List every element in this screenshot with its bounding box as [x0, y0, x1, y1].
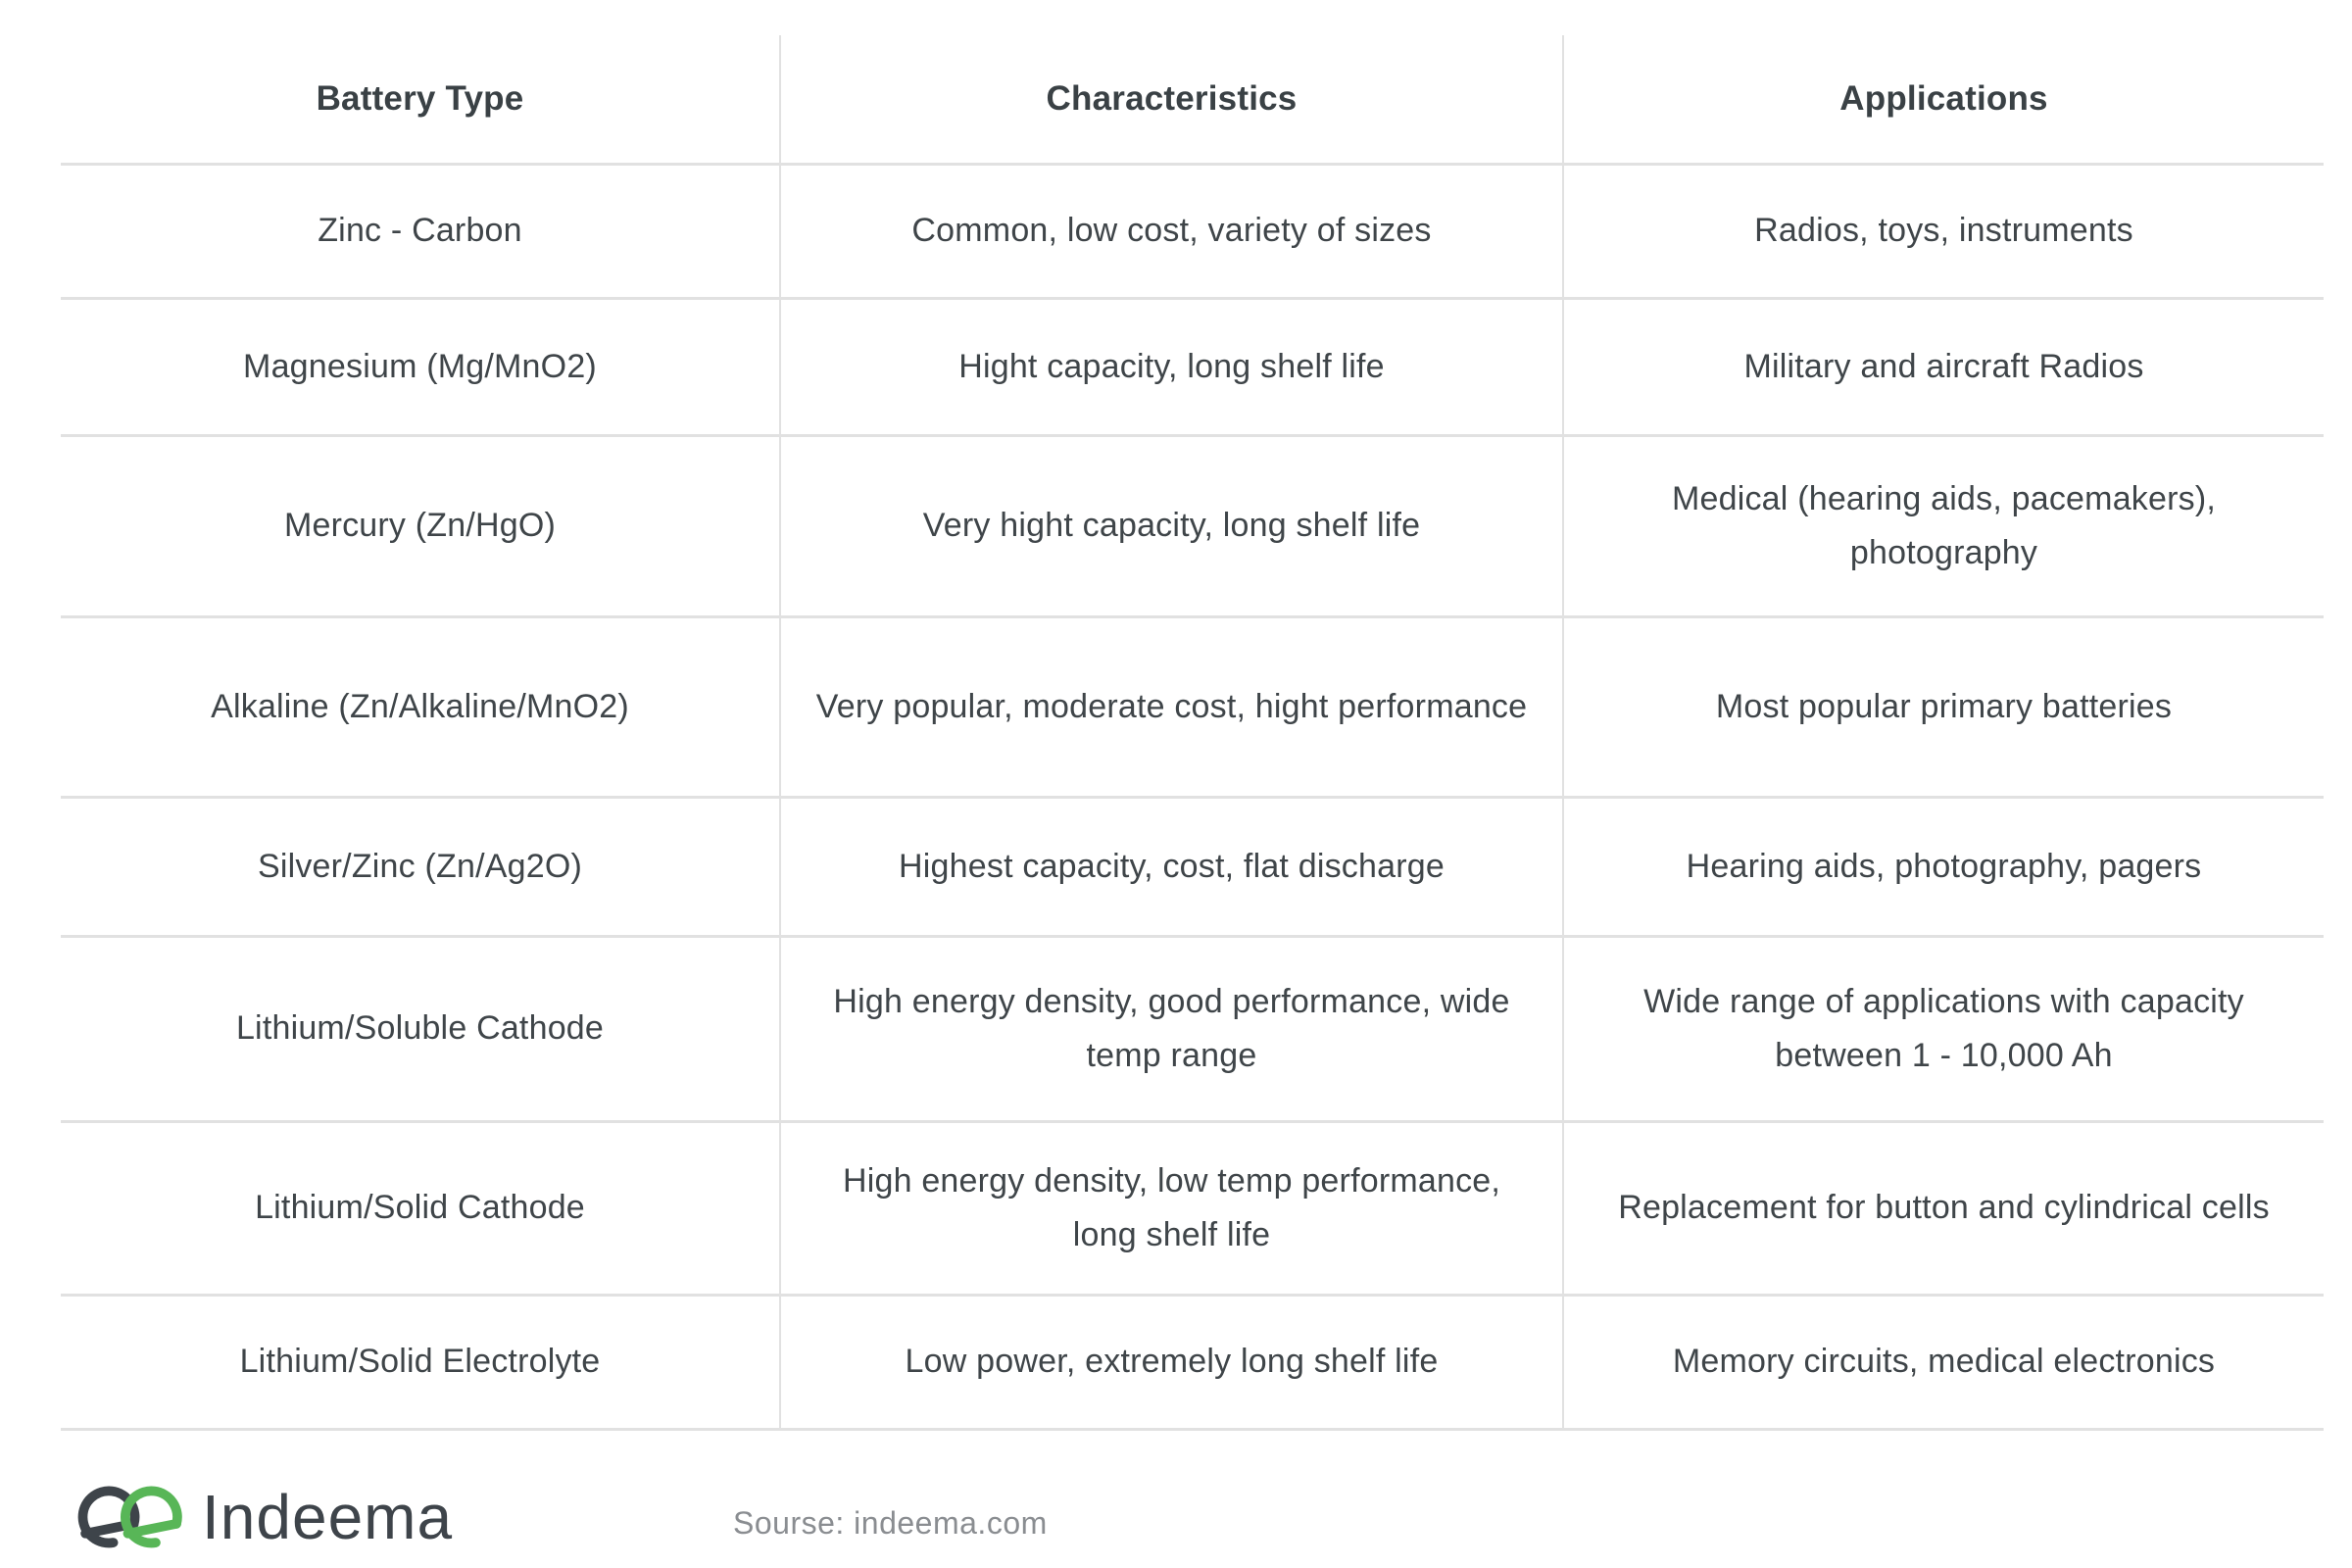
cell-applications: Memory circuits, medical electronics [1562, 1297, 2324, 1428]
source-attribution: Sourse: indeema.com [733, 1505, 1048, 1541]
cell-battery-type: Silver/Zinc (Zn/Ag2O) [257, 847, 583, 885]
table-row: Silver/Zinc (Zn/Ag2O) Highest capacity, … [61, 799, 2324, 938]
cell-characteristics: Common, low cost, variety of sizes [779, 166, 1562, 297]
cell-applications: Hearing aids, photography, pagers [1562, 799, 2324, 935]
cell-applications: Radios, toys, instruments [1562, 166, 2324, 297]
table-row: Mercury (Zn/HgO) Very hight capacity, lo… [61, 437, 2324, 618]
cell-applications: Replacement for button and cylindrical c… [1562, 1123, 2324, 1294]
cell-characteristics: Very popular, moderate cost, hight perfo… [779, 618, 1562, 796]
cell-battery-type: Lithium/Solid Electrolyte [239, 1343, 601, 1381]
column-header-characteristics: Characteristics [779, 35, 1562, 163]
cell-applications: Medical (hearing aids, pacemakers), phot… [1562, 437, 2324, 615]
table-body: Zinc - Carbon Common, low cost, variety … [61, 166, 2324, 1431]
brand-wordmark: Indeema [202, 1482, 454, 1552]
cell-characteristics: Highest capacity, cost, flat discharge [779, 799, 1562, 935]
cell-battery-type: Lithium/Soluble Cathode [235, 1009, 605, 1048]
cell-battery-type: Zinc - Carbon [318, 212, 522, 250]
table-row: Lithium/Solid Cathode High energy densit… [61, 1123, 2324, 1297]
cell-characteristics: High energy density, good performance, w… [779, 938, 1562, 1120]
cell-characteristics: Hight capacity, long shelf life [779, 300, 1562, 434]
table-row: Lithium/Solid Electrolyte Low power, ext… [61, 1297, 2324, 1431]
indeema-double-e-logo-icon [77, 1486, 182, 1548]
table-row: Magnesium (Mg/MnO2) Hight capacity, long… [61, 300, 2324, 437]
column-header-applications: Applications [1562, 35, 2324, 163]
table-row: Lithium/Soluble Cathode High energy dens… [61, 938, 2324, 1123]
cell-battery-type: Mercury (Zn/HgO) [283, 507, 557, 545]
cell-characteristics: Very hight capacity, long shelf life [779, 437, 1562, 615]
indeema-logo: Indeema [76, 1472, 453, 1562]
table-row: Zinc - Carbon Common, low cost, variety … [61, 166, 2324, 300]
cell-battery-type: Magnesium (Mg/MnO2) [243, 347, 597, 385]
table-row: Alkaline (Zn/Alkaline/MnO2) Very popular… [61, 618, 2324, 799]
cell-applications: Most popular primary batteries [1562, 618, 2324, 796]
cell-applications: Military and aircraft Radios [1562, 300, 2324, 434]
cell-battery-type: Lithium/Solid Cathode [255, 1189, 585, 1227]
column-header-battery-type: Battery Type [316, 78, 524, 118]
battery-comparison-table: Battery Type Characteristics Application… [61, 35, 2324, 1431]
cell-characteristics: Low power, extremely long shelf life [779, 1297, 1562, 1428]
cell-characteristics: High energy density, low temp performanc… [779, 1123, 1562, 1294]
table-header-row: Battery Type Characteristics Application… [61, 35, 2324, 166]
cell-applications: Wide range of applications with capacity… [1562, 938, 2324, 1120]
cell-battery-type: Alkaline (Zn/Alkaline/MnO2) [211, 687, 629, 725]
